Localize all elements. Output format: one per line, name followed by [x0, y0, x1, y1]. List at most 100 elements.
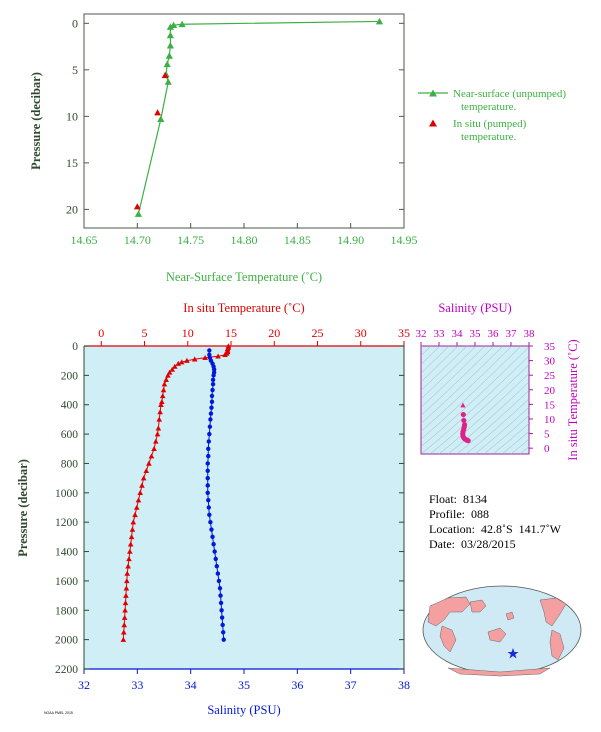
pumped-point — [154, 109, 161, 116]
temperature-point — [128, 534, 135, 540]
salinity-tick-label: 34 — [185, 678, 197, 692]
ts-salinity-tick-label: 38 — [524, 328, 536, 340]
float-location-star — [507, 648, 519, 659]
temperature-point — [222, 352, 228, 358]
density-contour — [429, 364, 529, 454]
pressure-tick-label: 600 — [61, 429, 79, 441]
map-land — [427, 596, 567, 677]
temperature-point — [175, 360, 182, 366]
float-location: Location: 42.8˚S 141.7˚W — [429, 522, 561, 536]
salinity-point — [210, 377, 216, 382]
temperature-point — [156, 416, 163, 422]
density-contour — [456, 390, 529, 454]
temperature-point — [123, 585, 130, 591]
salinity-point — [218, 600, 224, 606]
temperature-point — [159, 398, 165, 405]
temp-tick-label: 25 — [312, 326, 324, 340]
temperature-point — [121, 614, 128, 620]
salinity-point — [207, 348, 212, 353]
density-contour — [421, 346, 459, 383]
temperature-point — [165, 372, 171, 378]
near-surface-x-tick-label: 14.85 — [284, 233, 311, 247]
density-contour — [421, 346, 495, 416]
temp-tick-label: 10 — [182, 326, 194, 340]
near-surface-y-tick-label: 15 — [66, 156, 78, 170]
legend-label-pumped-2: temperature. — [461, 131, 517, 143]
near-surface-axes: 14.65 14.70 14.75 14.80 14.85 14.90 14.95 0 5 10 1… — [66, 16, 418, 247]
temperature-point — [191, 356, 198, 362]
pressure-tick-label: 400 — [61, 400, 79, 412]
profile-salinity-axis-label: Salinity (PSU) — [207, 703, 280, 717]
pumped-point — [161, 72, 169, 79]
temperature-point — [122, 607, 128, 613]
salinity-point — [210, 381, 216, 387]
near-surface-x-tick-label: 14.80 — [231, 233, 258, 247]
salinity-point — [210, 387, 215, 393]
date-info: Date: 03/28/2015 — [423, 523, 516, 551]
unpumped-point — [375, 17, 384, 25]
density-contour — [421, 346, 432, 357]
salinity-point — [221, 637, 226, 642]
density-contour — [421, 355, 529, 454]
profile-plot-area — [84, 346, 404, 669]
temperature-point — [157, 409, 163, 415]
ts-temp-tick-label: 30 — [544, 356, 556, 368]
temp-tick-label: 15 — [225, 326, 237, 340]
temperature-point — [184, 357, 190, 363]
salinity-point — [211, 542, 216, 547]
temperature-point — [126, 556, 132, 562]
unpumped-point — [166, 42, 174, 49]
temperature-point — [172, 363, 178, 369]
profile-ylabel: Pressure (decibar) — [16, 459, 30, 557]
pressure-tick-label: 1200 — [55, 517, 78, 529]
salinity-point — [208, 411, 214, 416]
salinity-tick-label: 38 — [398, 678, 410, 692]
ts-point — [461, 417, 467, 424]
temperature-point — [159, 393, 166, 399]
temperature-point — [215, 353, 221, 359]
location-info: Location: 42.8˚S 141.7˚W — [423, 508, 561, 536]
ts-salinity-tick-label: 33 — [434, 328, 446, 340]
ts-temp-label: In situ Temperature (˚C) — [566, 339, 580, 460]
temperature-point — [140, 475, 147, 481]
salinity-tick-label: 37 — [345, 678, 357, 692]
footnote: NOAA PMEL 2015 — [44, 711, 73, 715]
salinity-point — [218, 593, 223, 598]
density-contour — [438, 372, 529, 454]
salinity-tick-label: 32 — [78, 678, 90, 692]
salinity-point — [205, 461, 210, 466]
density-contour — [421, 346, 504, 424]
ts-temp-tick-label: 25 — [544, 370, 556, 382]
temp-tick-label: 0 — [98, 326, 104, 340]
profile-info: Profile: 088 — [423, 493, 489, 521]
near-surface-y-tick-label: 5 — [72, 63, 78, 77]
unpumped-point — [157, 115, 165, 123]
ts-temp-tick-label: 35 — [544, 341, 556, 353]
density-contour — [519, 446, 529, 454]
salinity-point — [205, 468, 210, 473]
temperature-point — [129, 526, 136, 532]
near-surface-chart: 14.65 14.70 14.75 14.80 14.85 14.90 14.95 0 5 10 1… — [29, 13, 566, 284]
salinity-point — [209, 405, 214, 410]
temperature-point — [202, 354, 208, 360]
ts-temp-tick-label: 5 — [544, 429, 550, 441]
temperature-point — [125, 563, 131, 569]
temp-tick-label: 35 — [398, 326, 410, 340]
float-id: Float: 8134 — [429, 492, 488, 506]
near-surface-ylabel: Pressure (decibar) — [29, 72, 43, 170]
salinity-point — [207, 512, 212, 518]
density-contour — [483, 415, 529, 454]
ts-temp-tick-label: 10 — [544, 414, 556, 426]
ts-salinity-tick-label: 35 — [470, 328, 482, 340]
density-contour — [421, 346, 513, 432]
salinity-point — [208, 417, 213, 422]
temperature-point — [143, 467, 150, 474]
salinity-point — [206, 453, 211, 459]
ts-temp-tick-label: 15 — [544, 399, 556, 411]
near-surface-x-tick-label: 14.65 — [71, 233, 98, 247]
temp-tick-label: 5 — [142, 326, 148, 340]
temp-tick-label: 20 — [268, 326, 280, 340]
pressure-tick-label: 1800 — [55, 605, 78, 617]
salinity-point — [219, 615, 225, 620]
density-contour — [465, 398, 529, 454]
